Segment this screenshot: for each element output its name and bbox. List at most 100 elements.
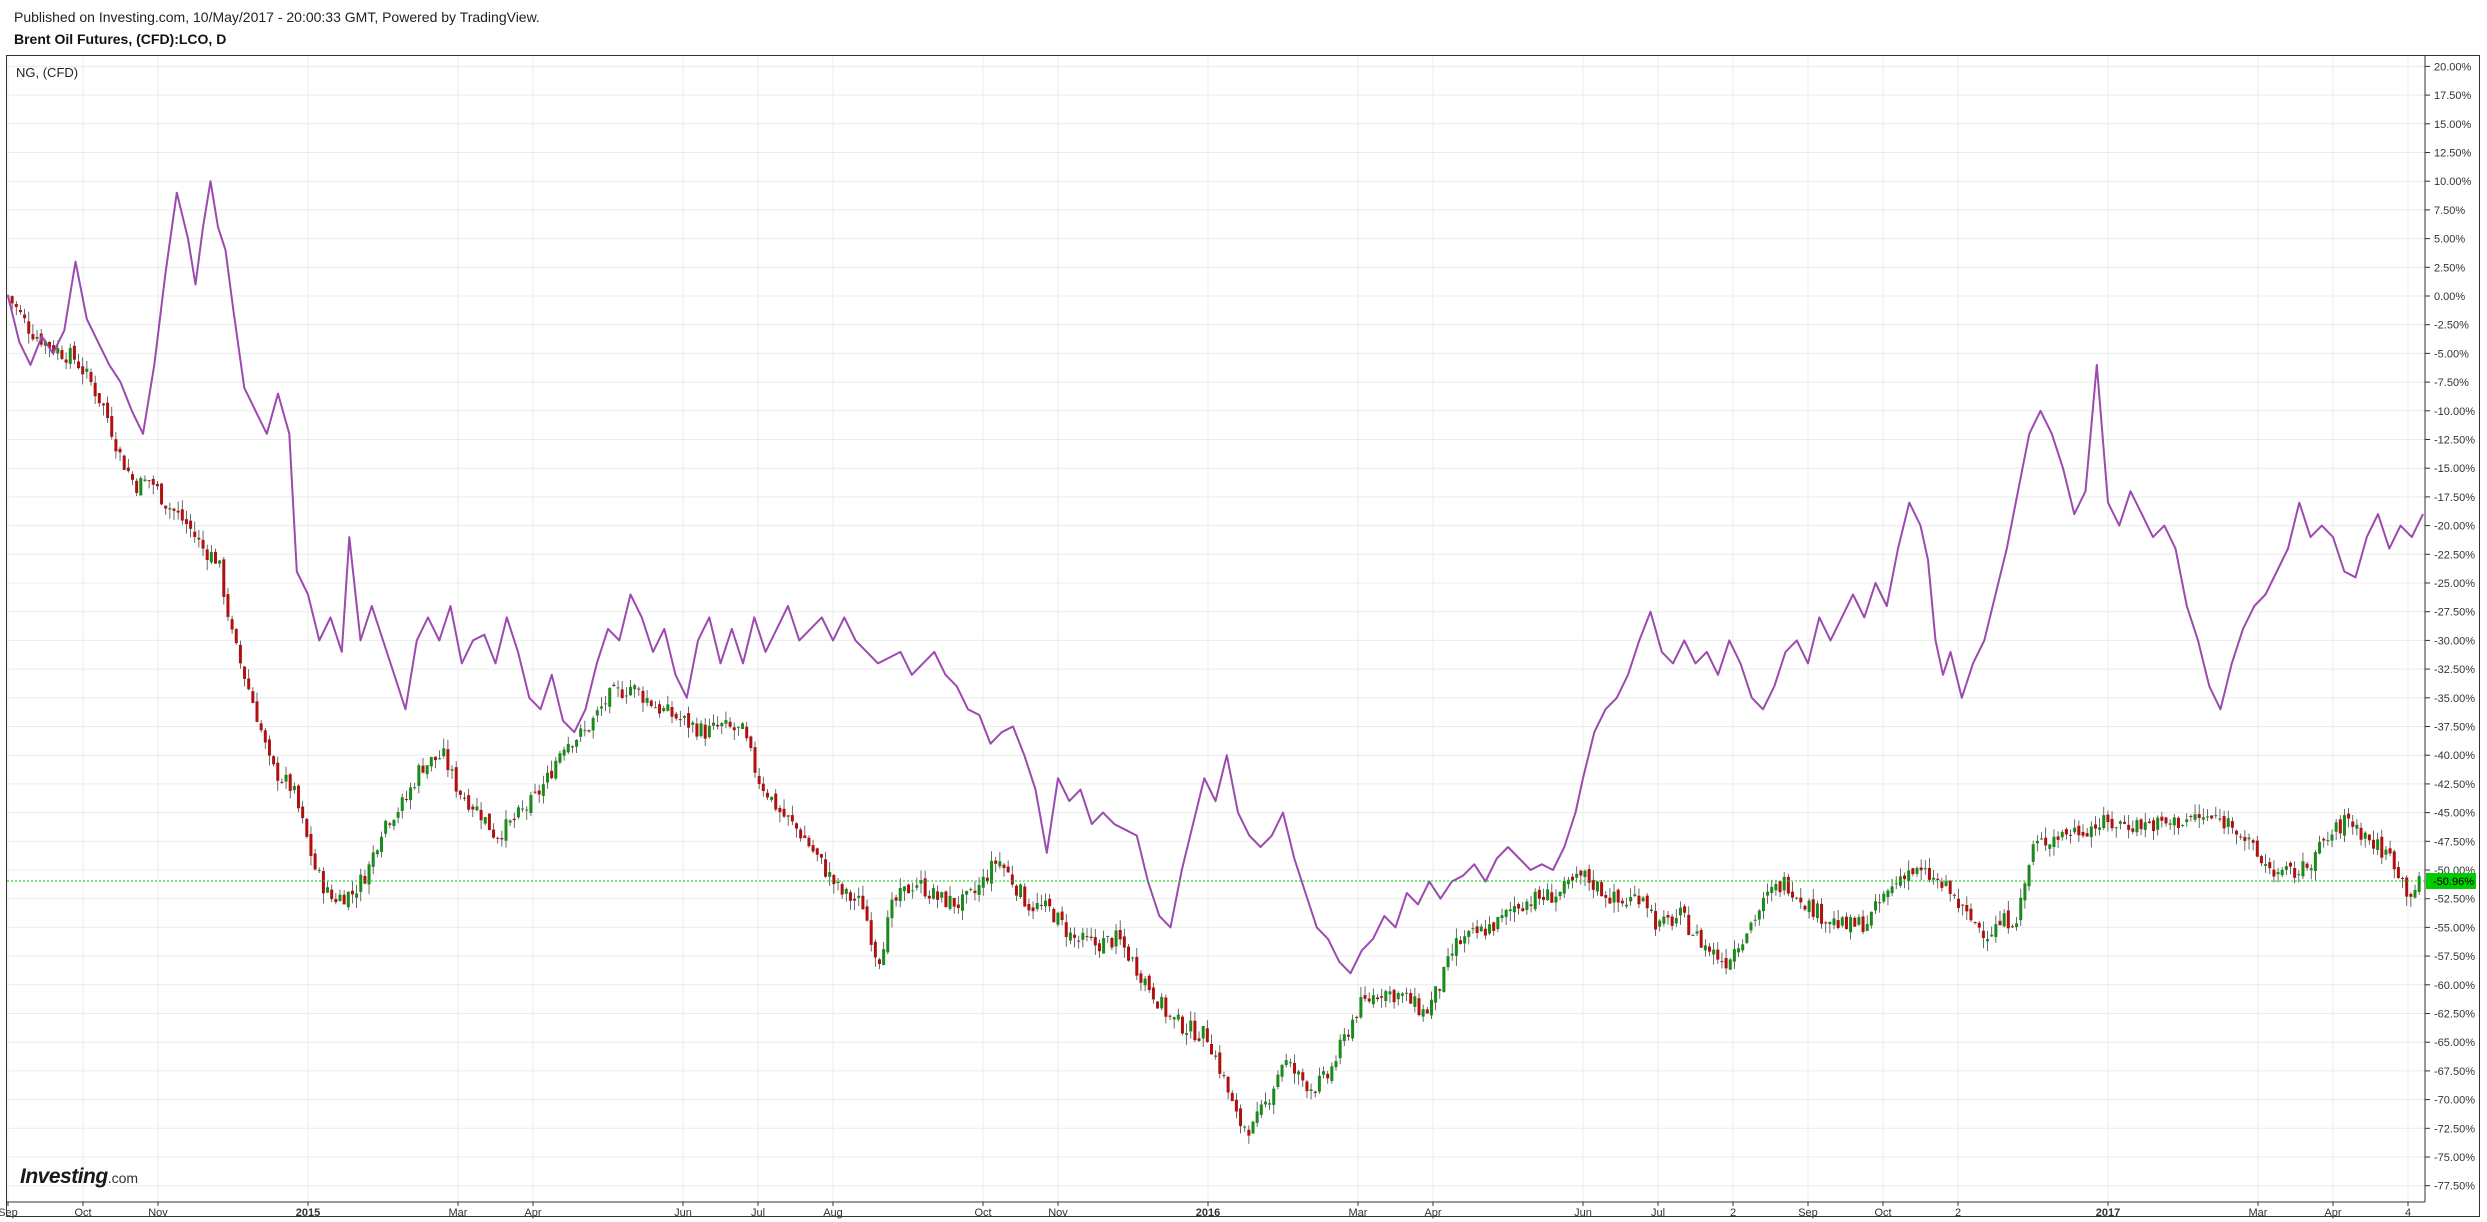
candle-body [367, 864, 371, 885]
candle-body [1102, 938, 1106, 954]
candle-body [1425, 1009, 1429, 1014]
candle-body [1562, 880, 1566, 894]
candle-body [363, 876, 367, 884]
candle-body [27, 321, 31, 334]
candle-body [1923, 868, 1927, 870]
candle-body [1492, 922, 1496, 931]
candle-body [218, 560, 222, 564]
candle-body [1981, 930, 1985, 939]
candle-body [2164, 817, 2168, 824]
candle-body [699, 723, 703, 737]
candle-body [1006, 866, 1010, 873]
candle-body [1820, 903, 1824, 924]
candle-body [1766, 891, 1770, 896]
candle-body [2189, 816, 2193, 818]
candle-body [1699, 929, 1703, 948]
candle-body [944, 891, 948, 908]
candle-body [1874, 901, 1877, 911]
candle-body [1334, 1061, 1338, 1068]
candle-body [782, 808, 786, 817]
candle-body [890, 899, 894, 919]
candle-body [670, 707, 674, 717]
candle-body [2156, 817, 2160, 830]
candle-body [1396, 993, 1400, 1000]
candle-body [1193, 1020, 1197, 1041]
candle-body [2409, 893, 2413, 897]
candle-body [2064, 829, 2068, 835]
candle-body [927, 895, 931, 899]
candle-body [504, 819, 508, 841]
candle-body [2326, 840, 2330, 842]
candle-body [2289, 862, 2292, 867]
candle-body [1367, 998, 1371, 1002]
candle-body [2388, 848, 2392, 854]
candle-body [612, 684, 616, 687]
candle-body [1546, 889, 1550, 901]
candle-body [2309, 868, 2313, 871]
candle-body [346, 891, 350, 908]
y-tick-label: -45.00% [2434, 808, 2475, 820]
candle-body [2322, 838, 2326, 841]
candle-body [1633, 894, 1637, 897]
candle-body [1438, 989, 1442, 991]
candle-body [894, 897, 898, 901]
candle-body [93, 382, 97, 397]
candle-body [164, 505, 168, 509]
candle-body [961, 894, 964, 911]
candle-body [1293, 1062, 1296, 1074]
candle-body [1940, 881, 1944, 888]
candle-body [1894, 883, 1898, 885]
candle-body [608, 688, 612, 707]
candle-body [795, 823, 798, 829]
candle-body [990, 860, 994, 884]
candle-body [471, 806, 475, 810]
candle-body [1616, 889, 1620, 903]
candle-body [1579, 870, 1583, 876]
candle-body [2110, 818, 2114, 829]
candle-body [1878, 902, 1882, 904]
candle-body [1459, 940, 1462, 944]
candle-body [243, 666, 247, 679]
candle-body [1442, 967, 1446, 992]
candle-body [1778, 881, 1782, 893]
candle-body [2284, 866, 2288, 870]
candle-body [1085, 936, 1089, 938]
candle-body [649, 700, 653, 707]
candle-body [1048, 898, 1052, 907]
candle-body [284, 774, 288, 782]
candle-body [1687, 914, 1691, 935]
candle-body [1915, 867, 1919, 874]
candle-body [1550, 892, 1554, 903]
candle-body [2297, 874, 2301, 876]
candle-body [936, 891, 940, 900]
candle-body [516, 807, 520, 818]
candle-body [1724, 958, 1728, 969]
candle-body [583, 730, 587, 732]
candle-body [724, 720, 728, 724]
published-note: Published on Investing.com, 10/May/2017 … [14, 9, 540, 25]
candle-body [1467, 930, 1471, 937]
candle-body [143, 479, 147, 481]
candle-body [1417, 998, 1421, 1016]
y-tick-label: -25.00% [2434, 578, 2475, 590]
y-tick-label: -2.50% [2434, 320, 2469, 332]
candle-body [1683, 906, 1687, 913]
candle-body [255, 701, 259, 722]
candle-body [525, 809, 529, 811]
candle-body [1376, 997, 1379, 1000]
candle-body [529, 794, 533, 813]
ng-series-line [7, 180, 2424, 975]
candle-body [1388, 991, 1392, 995]
candle-body [2301, 861, 2305, 877]
overlay-series-label: NG, (CFD) [16, 65, 79, 80]
candle-body [2347, 813, 2351, 819]
candle-body [2073, 827, 2077, 833]
candle-body [1434, 986, 1438, 1003]
candle-body [662, 708, 666, 711]
candle-body [1998, 920, 2002, 926]
candle-body [1380, 996, 1384, 998]
candle-body [952, 897, 956, 907]
candle-body [201, 539, 205, 549]
candle-body [1857, 917, 1861, 925]
